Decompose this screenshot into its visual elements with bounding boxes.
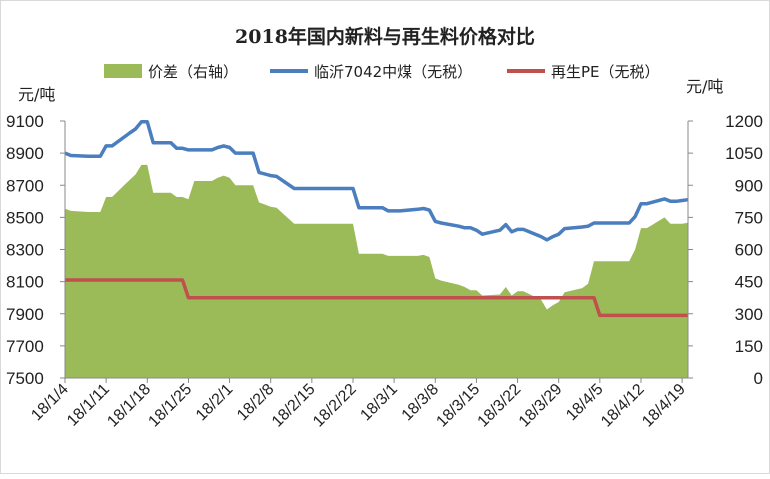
- left-tick-label: 8300: [6, 241, 44, 260]
- left-tick-label: 8900: [6, 144, 44, 163]
- right-tick-label: 600: [735, 241, 763, 260]
- left-tick-label: 7900: [6, 305, 44, 324]
- right-tick-label: 1050: [725, 144, 763, 163]
- left-tick-label: 8700: [6, 176, 44, 195]
- legend-swatch-spread: [104, 64, 142, 78]
- right-tick-label: 750: [735, 208, 763, 227]
- legend-label-recycled: 再生PE（无税）: [551, 63, 660, 81]
- chart-title: 2018年国内新料与再生料价格对比: [235, 25, 535, 48]
- right-axis-unit: 元/吨: [686, 77, 723, 96]
- right-tick-label: 450: [735, 273, 763, 292]
- left-tick-label: 7500: [6, 369, 44, 388]
- right-tick-label: 150: [735, 337, 763, 356]
- left-tick-label: 8100: [6, 273, 44, 292]
- spread-area: [65, 164, 688, 378]
- right-tick-label: 900: [735, 176, 763, 195]
- left-tick-label: 8500: [6, 208, 44, 227]
- left-axis-unit: 元/吨: [18, 85, 55, 104]
- legend-label-spread: 价差（右轴）: [148, 63, 238, 81]
- legend-label-virgin: 临沂7042中煤（无税）: [314, 63, 472, 81]
- left-tick-label: 7700: [6, 337, 44, 356]
- series-line-virgin: [64, 120, 689, 242]
- right-tick-label: 300: [735, 305, 763, 324]
- right-tick-label: 1200: [725, 112, 763, 131]
- line-layer: [64, 120, 689, 318]
- right-tick-label: 0: [754, 369, 763, 388]
- spread-area-layer: [65, 164, 688, 378]
- legend: 价差（右轴） 临沂7042中煤（无税） 再生PE（无税）: [104, 63, 660, 81]
- series-line-recycled: [65, 278, 688, 318]
- left-tick-label: 9100: [6, 112, 44, 131]
